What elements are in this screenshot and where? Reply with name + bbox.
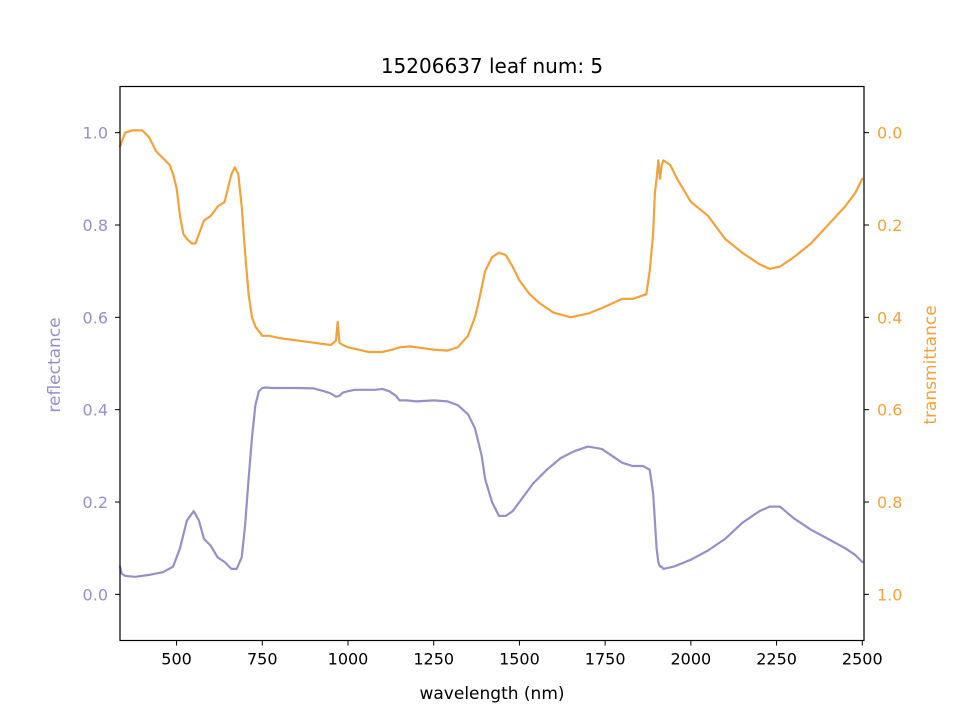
chart-title: 15206637 leaf num: 5 xyxy=(381,54,603,78)
y2-tick-label: 0.0 xyxy=(877,124,902,143)
x-tick-label: 750 xyxy=(247,650,278,669)
y-tick-label: 0.0 xyxy=(83,585,108,604)
y2-tick-label: 0.6 xyxy=(877,401,902,420)
y-axis-label: reflectance xyxy=(45,317,65,412)
plot-frame xyxy=(119,85,865,642)
y-tick-label: 0.4 xyxy=(83,401,108,420)
y-tick-label: 0.2 xyxy=(83,493,108,512)
x-tick-label: 1000 xyxy=(328,650,369,669)
x-tick-label: 1250 xyxy=(413,650,454,669)
axes: 500 750 1000 1250 1500 1750 2000 2250 2500 0.0 0.2… xyxy=(83,124,903,669)
x-tick-label: 2250 xyxy=(756,650,797,669)
y-tick-label: 0.6 xyxy=(83,308,108,327)
x-tick-label: 2000 xyxy=(670,650,711,669)
y2-tick-label: 0.8 xyxy=(877,493,902,512)
transmittance-series-line xyxy=(118,129,864,354)
x-tick-label: 500 xyxy=(161,650,192,669)
x-tick-label: 1750 xyxy=(585,650,626,669)
x-tick-label: 2500 xyxy=(842,650,883,669)
y2-tick-label: 0.2 xyxy=(877,216,902,235)
y-tick-label: 0.8 xyxy=(83,216,108,235)
reflectance-series-line xyxy=(118,386,864,578)
y-tick-label: 1.0 xyxy=(83,124,108,143)
plot-area xyxy=(118,129,864,578)
x-tick-label: 1500 xyxy=(499,650,540,669)
y2-axis-label: transmittance xyxy=(921,305,941,424)
y2-tick-label: 1.0 xyxy=(877,585,902,604)
y2-tick-label: 0.4 xyxy=(877,308,902,327)
x-axis-label: wavelength (nm) xyxy=(419,684,564,704)
